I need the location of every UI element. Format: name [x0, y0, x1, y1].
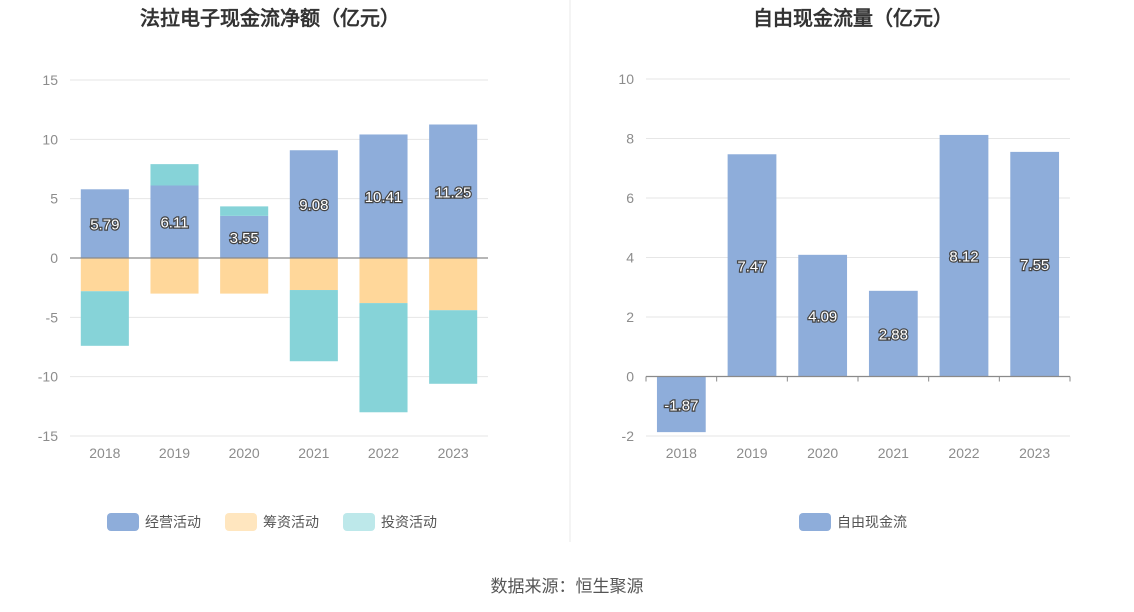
bar-data-label: 10.41	[365, 189, 403, 206]
bar-operating-2023	[429, 124, 478, 258]
right-chart-title: 自由现金流量（亿元）	[753, 6, 953, 30]
bar-operating-2022	[359, 134, 408, 258]
y-tick-label: -15	[38, 428, 58, 444]
bar-financing-2020	[220, 258, 269, 294]
bar-investing-2023	[429, 310, 478, 384]
y-tick-label: 0	[626, 369, 634, 385]
bar-fcf-2019	[727, 154, 777, 377]
bar-fcf-2023	[1010, 151, 1060, 377]
y-tick-label: -5	[46, 309, 59, 325]
data-source: 数据来源：恒生聚源	[491, 577, 644, 596]
x-tick-label: 2019	[736, 445, 767, 461]
bar-financing-2021	[289, 258, 338, 291]
y-tick-label: 0	[50, 250, 58, 266]
bar-fcf-2021	[868, 290, 918, 377]
legend-swatch-financing[interactable]	[225, 513, 257, 531]
legend-label-operating[interactable]: 经营活动	[145, 514, 201, 530]
bar-fcf-2020	[798, 254, 848, 377]
legend-label-financing[interactable]: 筹资活动	[263, 514, 319, 530]
x-tick-label: 2018	[666, 445, 697, 461]
bar-data-label: 6.11	[160, 215, 188, 232]
cash-flow-chart: 法拉电子现金流净额（亿元） 15 10 5 0 -5 -10 -15 2018 2019 2020…	[38, 6, 488, 531]
bar-fcf-2022	[939, 134, 989, 377]
bar-investing-2019	[150, 164, 199, 186]
free-cash-flow-chart: 自由现金流量（亿元） 10 8 6 4 2 0 -2 2018 2019 2020 2021 2022…	[618, 6, 1071, 531]
x-tick-label: 2020	[229, 445, 260, 461]
y-tick-label: 8	[626, 131, 634, 147]
bar-investing-2018	[80, 291, 129, 346]
x-tick-label: 2018	[89, 445, 120, 461]
y-tick-label: 6	[626, 190, 634, 206]
bar-financing-2022	[359, 258, 408, 304]
bar-financing-2019	[150, 258, 199, 294]
bar-operating-2019	[150, 185, 199, 258]
legend-swatch-operating[interactable]	[107, 513, 139, 531]
legend-label-investing[interactable]: 投资活动	[381, 514, 437, 530]
bar-data-label: 3.55	[230, 230, 259, 247]
x-tick-label: 2020	[807, 445, 838, 461]
y-tick-label: 5	[50, 191, 58, 207]
bar-data-label: 9.08	[299, 197, 328, 214]
y-tick-label: 2	[626, 309, 634, 325]
legend-label-fcf[interactable]: 自由现金流	[837, 514, 907, 530]
bar-operating-2021	[289, 150, 338, 258]
bar-data-label: 8.12	[949, 249, 978, 266]
y-tick-label: 15	[42, 72, 58, 88]
x-tick-label: 2022	[948, 445, 979, 461]
bar-investing-2022	[359, 303, 408, 413]
bar-data-label: 2.88	[879, 327, 908, 344]
x-tick-label: 2023	[1019, 445, 1050, 461]
x-tick-label: 2022	[368, 445, 399, 461]
y-tick-label: 10	[618, 71, 634, 87]
x-tick-label: 2019	[159, 445, 190, 461]
y-tick-label: -2	[622, 428, 635, 444]
bar-data-label: 4.09	[808, 309, 837, 326]
bar-data-label: 11.25	[435, 184, 471, 201]
right-legend: 自由现金流	[799, 513, 907, 531]
bar-investing-2021	[289, 290, 338, 362]
bar-data-label: -1.87	[664, 397, 698, 414]
bar-data-label: 5.79	[90, 217, 119, 234]
y-tick-label: -10	[38, 369, 58, 385]
x-tick-label: 2023	[438, 445, 469, 461]
left-chart-title: 法拉电子现金流净额（亿元）	[140, 6, 400, 30]
bar-fcf-2018	[656, 376, 706, 433]
legend-swatch-investing[interactable]	[343, 513, 375, 531]
bar-operating-2018	[80, 189, 129, 258]
bar-data-label: 7.47	[737, 258, 766, 275]
bar-financing-2018	[80, 258, 129, 292]
legend-swatch-fcf[interactable]	[799, 513, 831, 531]
bar-data-label: 7.55	[1020, 257, 1049, 274]
bar-operating-2020	[220, 215, 269, 258]
y-tick-label: 10	[42, 131, 58, 147]
x-tick-label: 2021	[878, 445, 909, 461]
x-tick-label: 2021	[298, 445, 329, 461]
y-tick-label: 4	[626, 250, 634, 266]
bar-investing-2020	[220, 206, 269, 216]
bar-financing-2023	[429, 258, 478, 311]
left-legend: 经营活动 筹资活动 投资活动	[107, 513, 437, 531]
